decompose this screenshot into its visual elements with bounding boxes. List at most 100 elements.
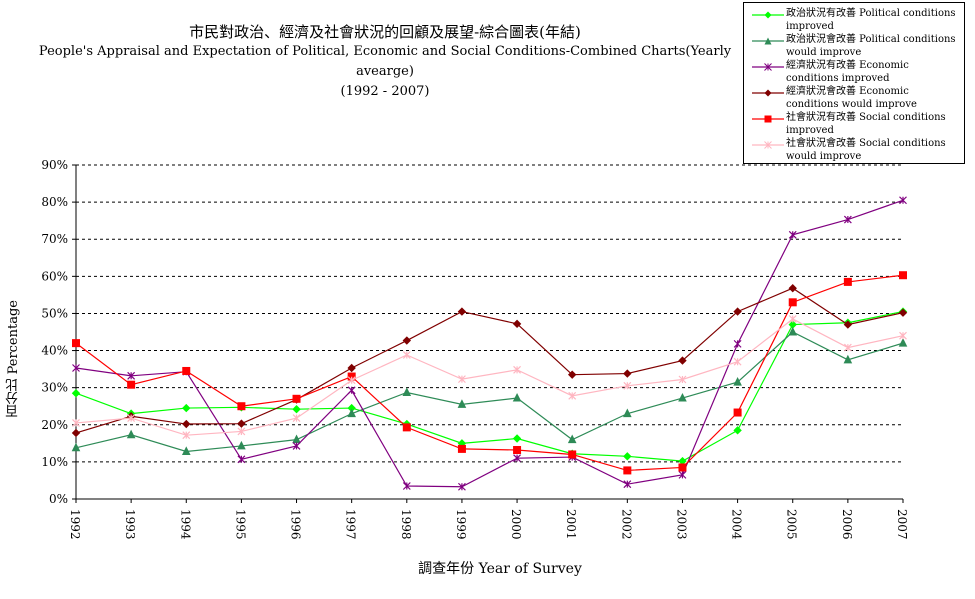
data-point [623,381,632,390]
legend-label: 政治狀況有改善 Political conditions improved [786,8,956,32]
x-tick-label: 1997 [344,509,358,540]
data-point [899,331,907,340]
x-tick-label: 2001 [564,509,578,540]
y-tick-label: 70% [41,232,68,246]
data-point [347,363,356,373]
y-tick-label: 90% [41,158,68,172]
series-line-3 [75,199,904,488]
legend-item: 政治狀況有改善 Political conditions improved [744,7,964,33]
data-point [788,326,798,336]
data-point [347,376,356,385]
legend-swatch [752,89,784,97]
x-axis-label: 調查年份 Year of Survey [418,561,582,577]
data-point [512,392,522,402]
data-point [512,319,522,329]
data-point [733,376,742,386]
data-point [512,434,522,443]
data-point [567,434,577,444]
data-point [458,375,466,384]
data-point [899,271,907,280]
data-point [843,277,852,286]
data-point [347,386,356,395]
legend-label: 經濟狀況有改善 Economic conditions improved [786,60,909,84]
x-tick-label: 2004 [730,509,744,540]
chart-title-block: 市民對政治、經濟及社會狀況的回顧及展望-綜合圖表(年結) People's Ap… [30,22,740,102]
legend-swatch [752,115,784,123]
data-point [182,403,191,413]
x-tick-label: 2002 [619,509,633,540]
data-point [678,392,687,402]
data-point [458,482,466,491]
data-point [182,419,191,429]
data-point [623,452,632,461]
data-point [457,444,466,453]
y-tick-label: 20% [41,418,68,432]
y-tick-label: 30% [41,381,68,395]
data-point [72,418,80,427]
data-point [237,427,246,436]
data-point [71,442,81,452]
data-point [347,408,356,418]
data-point [457,307,467,316]
data-point [402,423,411,432]
y-tick-label: 80% [41,195,68,209]
data-point [623,480,632,489]
y-tick-label: 40% [41,344,68,358]
data-point [402,387,412,396]
legend-swatch [752,63,784,71]
data-point [899,196,907,205]
data-point [237,440,246,450]
x-tick-label: 1992 [68,509,82,540]
data-point [513,365,521,374]
data-point [678,356,687,365]
x-tick-label: 1998 [399,509,413,540]
x-tick-label: 1996 [289,509,303,540]
legend-item: 經濟狀況會改善 Economic conditions would improv… [744,85,964,111]
data-point [402,482,411,490]
data-point [71,428,81,438]
data-point [567,370,577,379]
x-tick-label: 2006 [840,509,854,540]
data-point [678,470,687,479]
data-point [457,399,467,408]
legend-item: 社會狀況會改善 Social conditions would improve [744,137,964,163]
data-point [678,463,687,472]
x-tick-label: 1995 [233,509,247,540]
data-point [513,454,521,463]
data-point [843,354,853,364]
data-point [127,414,136,423]
data-point [126,429,136,439]
data-point [843,215,852,224]
x-tick-label: 1993 [123,509,137,540]
data-point [72,339,80,348]
data-point [733,307,742,316]
data-point [678,375,687,384]
data-point [568,450,577,459]
data-point [733,339,742,348]
x-tick-label: 1994 [178,509,192,540]
data-point [292,414,301,423]
y-axis-label: 百分比 Percentage [6,300,21,418]
data-point [843,320,853,329]
data-point [788,315,797,323]
series-line-4 [75,287,904,434]
series-line-5 [75,274,904,472]
legend-label: 社會狀況會改善 Social conditions would improve [786,138,946,162]
data-point [788,298,797,307]
data-point [237,455,246,464]
legend-label: 社會狀況有改善 Social conditions improved [786,112,946,136]
data-point [898,338,908,347]
x-tick-label: 2007 [895,509,909,540]
data-point [623,466,632,475]
legend-item: 社會狀況有改善 Social conditions improved [744,111,964,137]
data-point [623,369,632,378]
data-point [733,357,742,366]
data-point [292,404,301,414]
data-point [843,343,852,352]
series-line-6 [75,318,904,436]
chart-title-zh: 市民對政治、經濟及社會狀況的回顧及展望-綜合圖表(年結) [189,23,581,41]
data-point [788,230,797,239]
legend-swatch [752,141,784,149]
x-tick-label: 2003 [674,509,688,540]
data-point [402,336,412,345]
